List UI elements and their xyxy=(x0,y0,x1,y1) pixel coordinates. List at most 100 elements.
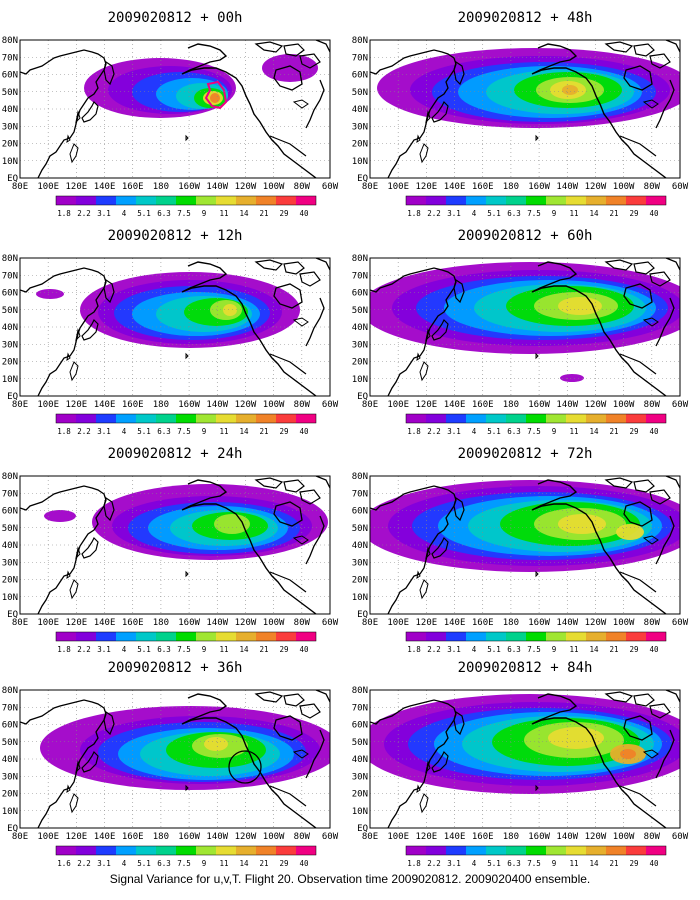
colorbar-swatch xyxy=(116,196,136,205)
lon-tick-label: 140W xyxy=(206,618,228,628)
colorbar-label: 21 xyxy=(259,209,268,218)
lon-tick-label: 160E xyxy=(472,400,494,410)
colorbar-label: 29 xyxy=(279,645,288,654)
colorbar-swatch xyxy=(426,846,446,855)
map-panel-48h: 2009020812 + 48h EQ 10N 20N 30N 40N 50N 60N 70N 8… xyxy=(352,10,689,218)
colorbar-label: 7.5 xyxy=(527,427,541,436)
colorbar-swatch xyxy=(56,414,76,423)
lon-tick-label: 80W xyxy=(294,400,311,410)
colorbar-label: 1.8 xyxy=(57,645,71,654)
lat-tick-label: EQ xyxy=(7,824,18,834)
colorbar-swatch xyxy=(646,846,666,855)
lon-tick-label: 60W xyxy=(672,400,689,410)
colorbar-label: 40 xyxy=(649,645,659,654)
lon-tick-label: 160E xyxy=(122,182,144,192)
lon-tick-label: 140E xyxy=(444,182,466,192)
colorbar-swatch xyxy=(276,632,296,641)
lat-tick-label: 20N xyxy=(2,140,18,150)
colorbar-swatch xyxy=(236,414,256,423)
lon-tick-label: 120W xyxy=(585,400,607,410)
colorbar-swatch xyxy=(426,632,446,641)
colorbar-label: 5.1 xyxy=(487,209,501,218)
signal-contour xyxy=(620,749,636,759)
colorbar-swatch xyxy=(116,846,136,855)
colorbar-swatch xyxy=(196,196,216,205)
map-frame xyxy=(19,257,331,397)
lat-tick-label: EQ xyxy=(357,824,368,834)
lat-tick-label: 80N xyxy=(2,472,18,482)
lon-tick-label: 80W xyxy=(294,618,311,628)
colorbar-swatch xyxy=(256,414,276,423)
colorbar-swatch xyxy=(96,414,116,423)
lon-tick-label: 120E xyxy=(416,832,438,842)
colorbar-label: 5.1 xyxy=(137,209,151,218)
colorbar-swatch xyxy=(646,632,666,641)
colorbar-swatch xyxy=(236,196,256,205)
colorbar-label: 21 xyxy=(609,859,618,868)
colorbar-label: 6.3 xyxy=(507,427,521,436)
panels-layer: 2009020812 + 00h EQ 10N 20N 30N 40N 50N 60N 70N 8… xyxy=(2,10,689,868)
colorbar-label: 5.1 xyxy=(137,859,151,868)
lon-tick-label: 120E xyxy=(66,400,88,410)
lat-tick-label: EQ xyxy=(357,610,368,620)
colorbar-swatch xyxy=(406,846,426,855)
colorbar-swatch xyxy=(526,846,546,855)
colorbar-swatch xyxy=(546,632,566,641)
colorbar-swatch xyxy=(296,846,316,855)
colorbar: 1.8 2.2 3.1 4 5.1 6.3 7.5 9 11 14 21 29 40 xyxy=(405,845,667,868)
colorbar-label: 11 xyxy=(219,209,228,218)
lat-tick-label: 30N xyxy=(2,558,18,568)
lat-tick-label: 60N xyxy=(352,289,368,299)
colorbar-swatch xyxy=(216,414,236,423)
lon-tick-label: 80E xyxy=(12,618,28,628)
colorbar-swatch xyxy=(626,846,646,855)
signal-contour xyxy=(214,514,250,534)
colorbar-label: 11 xyxy=(219,859,228,868)
lon-tick-label: 140E xyxy=(444,400,466,410)
colorbar-label: 14 xyxy=(589,859,599,868)
lon-tick-label: 160W xyxy=(178,182,200,192)
lat-tick-label: 70N xyxy=(2,53,18,63)
colorbar-swatch xyxy=(546,414,566,423)
colorbar-label: 29 xyxy=(629,859,638,868)
lon-tick-label: 160W xyxy=(528,400,550,410)
lon-tick-label: 120W xyxy=(235,182,257,192)
lat-tick-label: 50N xyxy=(352,524,368,534)
colorbar-label: 9 xyxy=(552,645,557,654)
lon-tick-label: 80E xyxy=(12,182,28,192)
colorbar-swatch xyxy=(566,196,586,205)
colorbar-swatch xyxy=(406,632,426,641)
lon-tick-label: 60W xyxy=(672,618,689,628)
colorbar-swatch xyxy=(76,632,96,641)
colorbar-label: 7.5 xyxy=(177,209,191,218)
colorbar-swatch xyxy=(526,632,546,641)
lon-tick-label: 140E xyxy=(444,618,466,628)
lat-tick-label: 40N xyxy=(2,541,18,551)
colorbar-label: 40 xyxy=(299,859,309,868)
colorbar-swatch xyxy=(56,632,76,641)
colorbar-swatch xyxy=(256,632,276,641)
colorbar-label: 7.5 xyxy=(177,645,191,654)
panel-title: 2009020812 + 84h xyxy=(458,660,593,676)
lat-tick-label: 40N xyxy=(352,105,368,115)
colorbar-swatch xyxy=(276,196,296,205)
colorbar-swatch xyxy=(76,196,96,205)
colorbar-swatch xyxy=(406,196,426,205)
annotation-circle xyxy=(228,750,262,784)
lon-tick-label: 180 xyxy=(153,400,169,410)
signal-contour xyxy=(558,514,606,534)
colorbar-label: 29 xyxy=(279,859,288,868)
figure-caption: Signal Variance for u,v,T. Flight 20. Ob… xyxy=(109,872,591,886)
colorbar-label: 7.5 xyxy=(527,859,541,868)
panel-title: 2009020812 + 24h xyxy=(108,446,243,462)
colorbar-label: 11 xyxy=(569,859,578,868)
lon-tick-label: 180 xyxy=(153,618,169,628)
colorbar-swatch xyxy=(466,846,486,855)
colorbar-swatch xyxy=(646,414,666,423)
panel-title: 2009020812 + 00h xyxy=(108,10,243,26)
lat-tick-label: 60N xyxy=(352,71,368,81)
lat-tick-label: 10N xyxy=(352,593,368,603)
colorbar-swatch xyxy=(506,846,526,855)
colorbar-swatch xyxy=(176,414,196,423)
map-panel-00h: 2009020812 + 00h EQ 10N 20N 30N 40N 50N 60N 70N 8… xyxy=(2,10,339,218)
